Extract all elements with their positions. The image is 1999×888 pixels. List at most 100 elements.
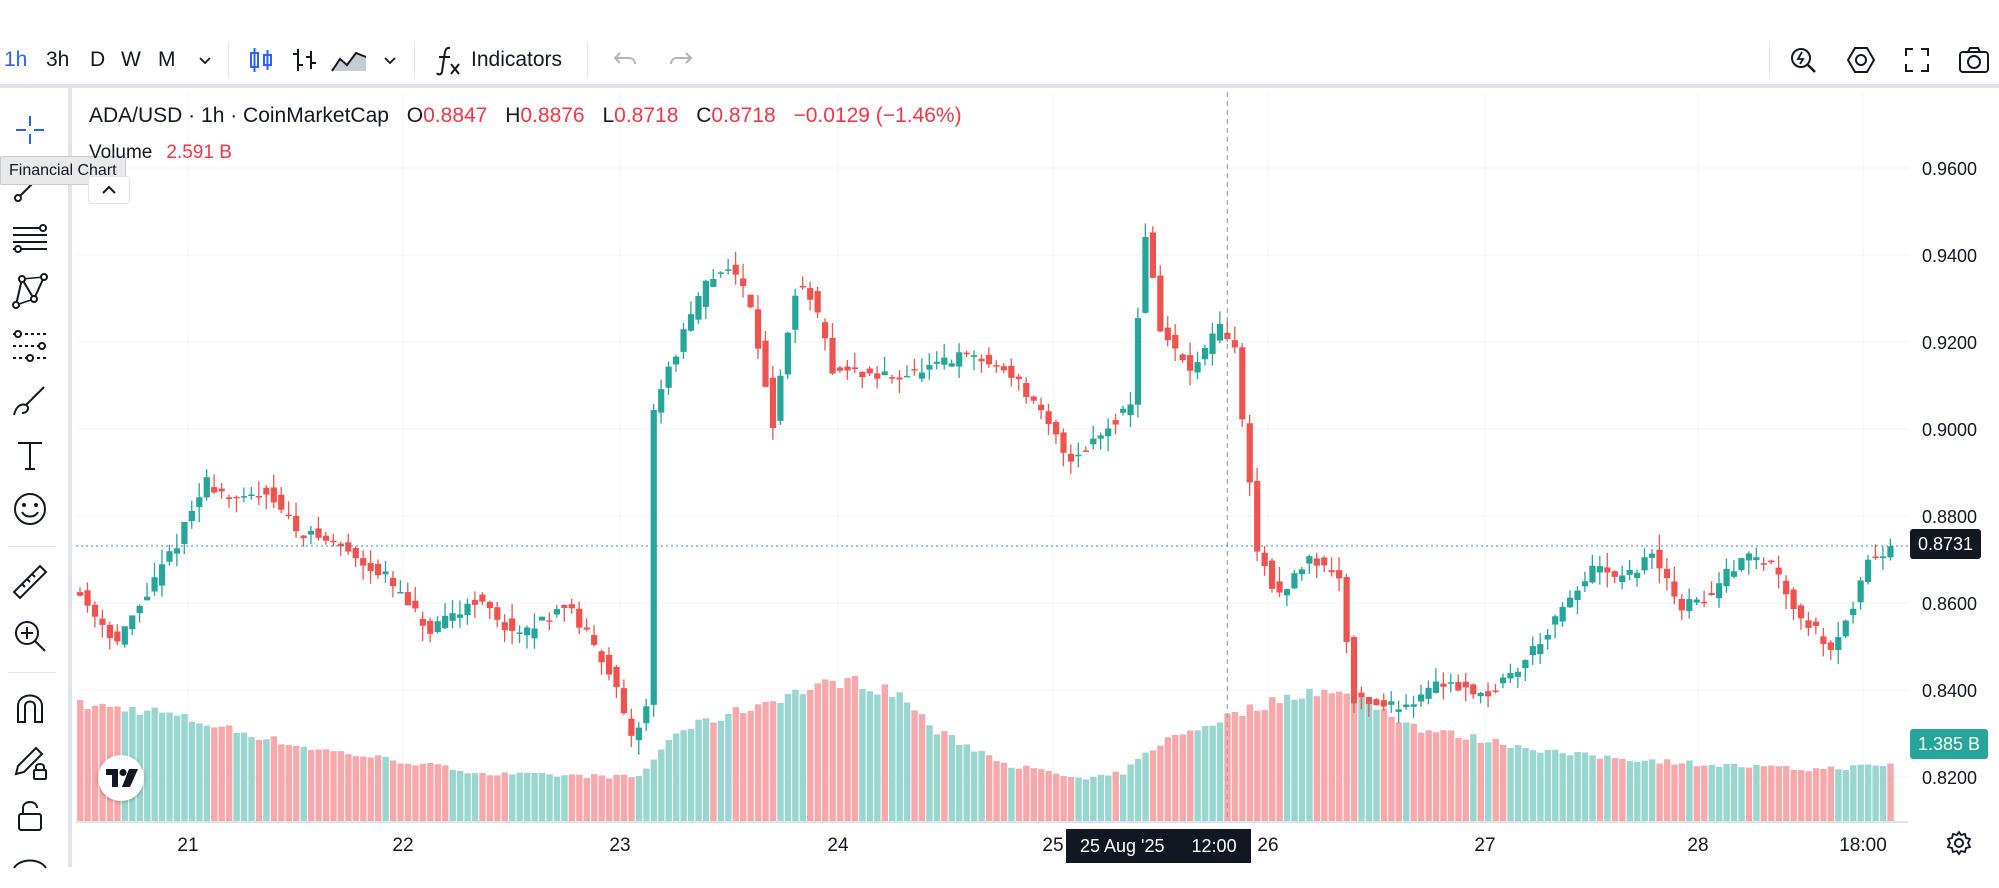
volume-bar: [1045, 771, 1052, 822]
fullscreen-icon[interactable]: [1903, 46, 1931, 74]
indicators-button[interactable]: Indicators: [471, 48, 563, 71]
camera-icon[interactable]: [1958, 46, 1990, 74]
candle-body: [635, 727, 642, 741]
candle-body: [449, 613, 456, 621]
candle-body: [1261, 552, 1268, 567]
volume-bar: [665, 740, 672, 822]
volume-bar: [1008, 767, 1015, 822]
text-icon[interactable]: [10, 435, 50, 475]
volume-bar: [1514, 745, 1522, 822]
volume-bar: [1567, 755, 1574, 822]
candle-body: [464, 603, 471, 615]
candle-body: [1328, 570, 1335, 573]
volume-bar: [188, 721, 196, 822]
candles-icon[interactable]: [246, 45, 276, 75]
gear-icon[interactable]: [1946, 830, 1972, 856]
candle-body: [1120, 408, 1127, 413]
ruler-icon[interactable]: [10, 562, 50, 602]
volume-bar: [1172, 734, 1179, 822]
time-tick-label: 23: [609, 835, 630, 856]
candle-body: [1000, 366, 1007, 371]
quick-search-icon[interactable]: [1788, 45, 1818, 75]
candle-body: [1470, 684, 1477, 695]
horizontal-lines-icon[interactable]: [10, 218, 50, 258]
settings-icon[interactable]: [1845, 44, 1877, 76]
magnet-icon[interactable]: [10, 688, 50, 728]
brush-icon[interactable]: [10, 381, 50, 421]
interval-d[interactable]: D: [90, 48, 106, 71]
volume-bar: [449, 769, 456, 822]
tradingview-logo[interactable]: [98, 755, 144, 801]
volume-bar: [1343, 693, 1350, 822]
candle-body: [1820, 636, 1827, 645]
collapse-legend-button[interactable]: [88, 176, 130, 204]
symbol-title[interactable]: ADA/USD · 1h · CoinMarketCap: [89, 104, 389, 127]
low-label: L: [602, 104, 615, 127]
candle-body: [1306, 556, 1313, 564]
candle-body: [762, 340, 769, 387]
candle-body: [315, 528, 322, 538]
candle-body: [181, 521, 188, 545]
change-value: −0.0129 (−1.46%): [793, 104, 962, 127]
fx-icon[interactable]: [434, 44, 462, 76]
candle-body: [1619, 575, 1626, 583]
candle-body: [881, 371, 888, 376]
volume-bar: [874, 694, 881, 822]
candle-body: [948, 363, 955, 367]
candle-body: [896, 377, 903, 380]
interval-1h[interactable]: 1h: [4, 48, 28, 71]
volume-bar: [598, 775, 605, 822]
volume-bar: [1507, 747, 1514, 822]
volume-bar: [233, 732, 240, 822]
zoom-in-icon[interactable]: [10, 616, 50, 656]
candle-body: [1008, 365, 1015, 378]
crosshair-icon[interactable]: [10, 110, 50, 150]
lock-icon[interactable]: [10, 796, 50, 836]
chevron-down-icon[interactable]: [382, 52, 398, 68]
pattern-icon[interactable]: [10, 271, 50, 311]
candle-body: [1321, 557, 1328, 566]
eye-icon[interactable]: [10, 848, 50, 888]
candle-body: [1678, 598, 1685, 611]
crosshair-time: 12:00: [1191, 836, 1237, 856]
undo-icon[interactable]: [612, 50, 638, 70]
candle-body: [270, 487, 277, 503]
lock-drawing-icon[interactable]: [10, 742, 50, 782]
interval-w[interactable]: W: [121, 48, 141, 71]
volume-label[interactable]: Volume: [89, 142, 153, 163]
volume-bar: [248, 737, 255, 822]
bars-icon[interactable]: [290, 45, 320, 75]
volume-bar: [1298, 698, 1306, 822]
volume-bar: [1336, 691, 1343, 822]
volume-bar: [553, 776, 561, 822]
emoji-icon[interactable]: [10, 489, 50, 529]
candle-body: [1745, 553, 1752, 561]
candle-body: [1827, 642, 1834, 651]
volume-bar: [1634, 761, 1641, 822]
interval-m[interactable]: M: [158, 48, 176, 71]
volume-bar: [1082, 779, 1090, 822]
redo-icon[interactable]: [668, 50, 694, 70]
candle-body: [576, 608, 583, 628]
volume-bar: [1820, 768, 1827, 822]
interval-3h[interactable]: 3h: [46, 48, 70, 71]
candle-body: [129, 615, 136, 630]
volume-bar: [769, 701, 777, 822]
candle-body: [628, 718, 635, 736]
volume-bar: [158, 712, 166, 822]
volume-bar: [591, 774, 598, 822]
volume-bar: [1805, 771, 1812, 822]
volume-bar: [531, 773, 538, 822]
forecast-icon[interactable]: [10, 326, 50, 366]
volume-bar: [1216, 722, 1224, 822]
candle-body: [188, 511, 195, 521]
volume-bar: [404, 763, 412, 822]
area-icon[interactable]: [330, 45, 368, 75]
candle-body: [486, 601, 493, 609]
volume-bar: [941, 731, 948, 822]
chevron-down-icon[interactable]: [197, 52, 213, 68]
candle-body: [777, 375, 784, 421]
volume-bar: [1157, 745, 1164, 822]
price-chart[interactable]: 0.9600 0.9400 0.9200 0.9000 0.8800 0.8600 0.84…: [0, 0, 1999, 867]
candle-body: [553, 608, 560, 615]
